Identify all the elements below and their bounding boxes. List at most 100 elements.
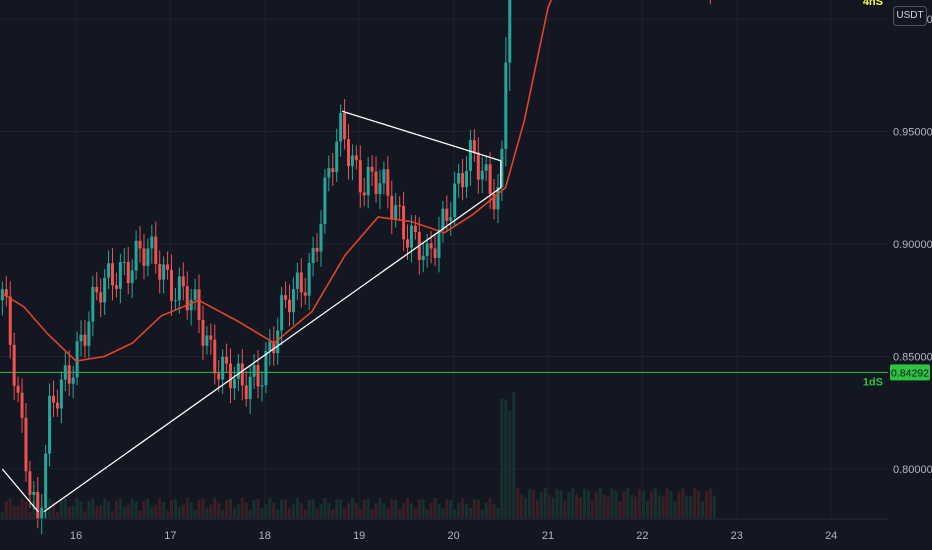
- volume-bar: [217, 502, 221, 518]
- volume-bar: [272, 502, 276, 518]
- candle-body: [390, 195, 394, 220]
- candle-body: [146, 248, 150, 266]
- volume-bar: [114, 500, 118, 518]
- volume-bar: [701, 501, 705, 518]
- pennant-top: [342, 110, 501, 162]
- volume-bar: [457, 502, 461, 518]
- x-tick-label: 20: [447, 530, 459, 542]
- candle-body: [158, 264, 162, 280]
- y-tick-label: 0.95000: [893, 127, 932, 139]
- volume-bar: [83, 511, 87, 518]
- volume-bar: [350, 498, 354, 518]
- volume-bar: [563, 500, 567, 518]
- volume-bar: [583, 488, 587, 518]
- candle-body: [8, 296, 12, 345]
- candle-body: [409, 225, 413, 248]
- volume-bar: [653, 488, 657, 518]
- volume-bar: [205, 507, 209, 518]
- candle-body: [362, 192, 366, 196]
- volume-bar: [366, 499, 370, 518]
- level-labels: 4hR1dR1hR1hS4hS1dS: [863, 0, 883, 388]
- candle-body: [103, 277, 107, 303]
- volume-bar: [594, 491, 598, 518]
- candle-body: [343, 112, 347, 140]
- volume-bar: [543, 488, 547, 518]
- trendline-layer: [1, 110, 502, 513]
- candle-body: [382, 169, 386, 184]
- candle-body: [327, 168, 331, 178]
- candle-body: [358, 160, 362, 193]
- volume-bar: [327, 503, 331, 518]
- volume-bar: [303, 509, 307, 518]
- volume-bar: [370, 508, 374, 518]
- candle-body: [413, 225, 417, 233]
- x-tick-label: 23: [731, 530, 743, 542]
- volume-bar: [315, 508, 319, 518]
- candle-body: [295, 272, 299, 290]
- volume-bar: [390, 499, 394, 518]
- candle-body: [429, 243, 433, 249]
- time-axis[interactable]: 16 17 18 19 20 21 22 23 24: [0, 518, 888, 542]
- candle-body: [465, 170, 469, 188]
- volume-bar: [579, 497, 583, 518]
- volume-bar: [59, 500, 63, 518]
- volume-bar: [445, 499, 449, 518]
- candle-body: [122, 261, 126, 263]
- candle-body: [55, 402, 59, 409]
- volume-bar: [524, 497, 528, 518]
- volume-bar: [433, 498, 437, 518]
- volume-bar: [28, 511, 32, 518]
- volume-bar: [24, 501, 28, 518]
- candle-body: [44, 453, 48, 508]
- volume-bar: [630, 495, 634, 518]
- volume-bar: [465, 503, 469, 518]
- currency-button[interactable]: USDT: [893, 6, 927, 26]
- candle-body: [20, 392, 24, 418]
- volume-bar: [126, 504, 130, 518]
- volume-bar: [398, 509, 402, 518]
- candle-body: [75, 341, 79, 378]
- candle-body: [71, 377, 75, 384]
- volume-bar: [162, 501, 166, 518]
- candle-body: [500, 148, 504, 188]
- candle-body: [189, 299, 193, 311]
- volume-bar: [504, 399, 508, 518]
- candle-body: [4, 289, 8, 297]
- candle-body: [284, 295, 288, 300]
- candle-body: [433, 248, 437, 258]
- volume-bar: [319, 503, 323, 518]
- candle-body: [142, 248, 146, 266]
- candle-body: [177, 276, 181, 301]
- x-tick-label: 22: [636, 530, 648, 542]
- candle-body: [256, 365, 260, 387]
- candle-body: [484, 164, 488, 171]
- volume-bar: [516, 488, 520, 518]
- volume-bar: [409, 503, 413, 518]
- candle-body: [335, 141, 339, 173]
- volume-bar: [181, 504, 185, 518]
- price-axis[interactable]: 0.800000.850000.900000.950001.000001.050…: [888, 0, 932, 550]
- volume-bar: [170, 500, 174, 518]
- candle-body: [130, 270, 134, 284]
- candle-body: [496, 187, 500, 210]
- volume-bar: [134, 501, 138, 518]
- volume-bar: [689, 496, 693, 518]
- level-name-label: 4hS: [863, 0, 883, 8]
- volume-bar: [288, 508, 292, 518]
- volume-bar: [20, 498, 24, 518]
- volume-bar: [295, 498, 299, 518]
- volume-bar: [193, 510, 197, 518]
- candle-body: [63, 365, 67, 380]
- volume-bar: [209, 504, 213, 518]
- candle-body: [425, 243, 429, 256]
- x-tick-label: 16: [70, 530, 82, 542]
- volume-bar: [173, 498, 177, 518]
- volume-bar: [642, 490, 646, 518]
- candle-body: [472, 140, 476, 153]
- candle-body: [398, 205, 402, 207]
- volume-bar: [236, 504, 240, 518]
- volume-bar: [500, 398, 504, 518]
- volume-bar: [417, 499, 421, 518]
- volume-bar: [539, 492, 543, 518]
